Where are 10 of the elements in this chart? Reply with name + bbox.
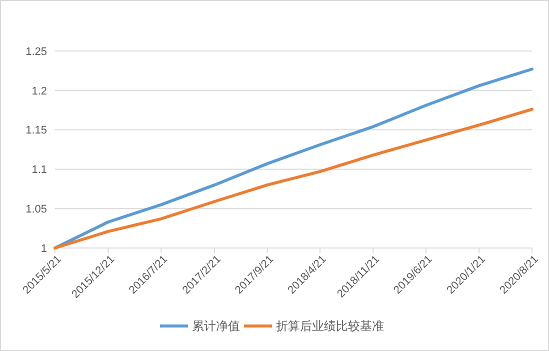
y-tick-label: 1.05 <box>26 203 47 216</box>
legend-label: 累计净值 <box>192 319 240 334</box>
y-tick-label: 1 <box>40 242 47 255</box>
y-tick-label: 1.1 <box>32 164 47 176</box>
line-series <box>54 68 534 250</box>
y-tick-label: 1.25 <box>26 46 47 58</box>
y-tick-label: 1.15 <box>26 124 47 137</box>
line-series <box>54 108 534 250</box>
legend-label: 折算后业绩比较基准 <box>276 319 384 334</box>
y-tick-label: 1.2 <box>32 85 47 98</box>
